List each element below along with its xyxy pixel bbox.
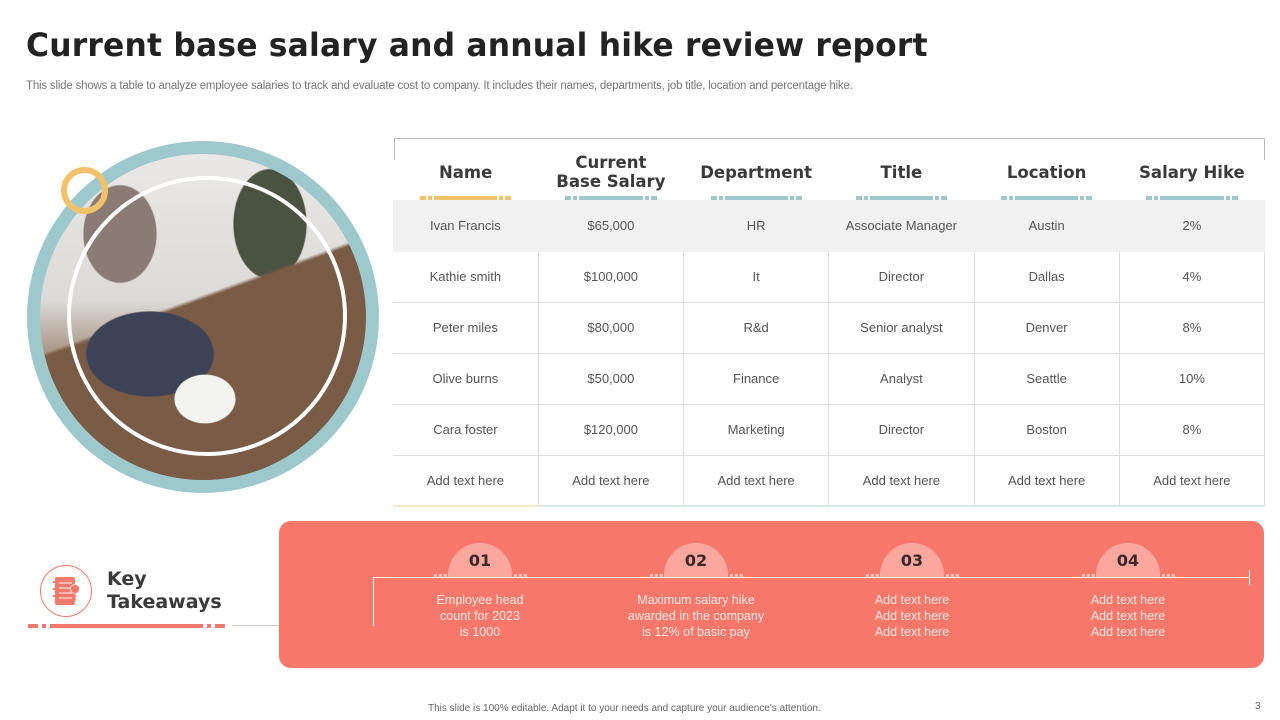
key-takeaways-line1: Key — [107, 568, 147, 590]
takeaway-number: 03 — [900, 551, 924, 570]
table-row: Kathie smith $100,000 It Director Dallas 4% — [393, 250, 1266, 303]
timeline-line — [373, 577, 374, 626]
table-cell: Finance — [682, 352, 830, 405]
table-cell: $65,000 — [537, 199, 685, 252]
table-cell: Cara foster — [393, 403, 539, 456]
column-header-label: Salary Hike — [1139, 162, 1245, 182]
table-row: Olive burns $50,000 Finance Analyst Seattle 1… — [393, 352, 1266, 405]
tick-decoration — [1162, 574, 1175, 577]
table-cell: $80,000 — [537, 301, 685, 354]
salary-table: Name Current Base Salary Department Title Lo… — [393, 145, 1266, 507]
column-accent-bar — [1146, 195, 1238, 200]
tick-decoration — [434, 574, 447, 577]
table-cell: $120,000 — [537, 403, 685, 456]
column-header-label: Name — [438, 162, 493, 182]
table-cell: Dallas — [973, 250, 1120, 303]
column-header-label: Location — [1006, 162, 1087, 182]
tick-decoration — [1082, 574, 1095, 577]
table-cell: Director — [828, 250, 975, 303]
table-cell: Add text here — [1118, 454, 1266, 507]
table-cell: 2% — [1118, 199, 1266, 252]
table-cell: It — [682, 250, 830, 303]
table-frame-line — [394, 138, 395, 160]
table-cell: Austin — [973, 199, 1120, 252]
table-header-row: Name Current Base Salary Department Title Lo… — [393, 145, 1265, 200]
takeaway-text: Add text here Add text here Add text her… — [874, 593, 950, 639]
table-cell: Ivan Francis — [393, 199, 539, 252]
accent-ring-decoration — [61, 167, 108, 214]
takeaway-number: 04 — [1116, 551, 1140, 570]
table-cell: 4% — [1118, 250, 1266, 303]
table-cell: Associate Manager — [828, 199, 975, 252]
notebook-icon — [40, 565, 92, 617]
takeaway-text: Employee head count for 2023 is 1000 — [436, 593, 524, 639]
table-row: Add text here Add text here Add text here A… — [393, 454, 1266, 507]
tick-decoration — [514, 574, 527, 577]
table-cell: Analyst — [828, 352, 975, 405]
column-accent-bar — [710, 195, 802, 200]
table-cell: 10% — [1118, 352, 1266, 405]
column-header-label: Current Base Salary — [556, 153, 666, 192]
column-accent-bar — [420, 195, 512, 200]
tick-decoration — [866, 574, 879, 577]
column-header: Current Base Salary — [538, 145, 683, 200]
takeaways-panel — [279, 521, 1264, 668]
table-row: Peter miles $80,000 R&d Senior analyst Denve… — [393, 301, 1266, 354]
key-takeaways-line2: Takeaways — [107, 591, 222, 613]
table-cell: Add text here — [973, 454, 1120, 507]
page-title: Current base salary and annual hike revi… — [26, 26, 928, 64]
table-cell: 8% — [1118, 403, 1266, 456]
table-cell: Boston — [973, 403, 1120, 456]
tick-decoration — [946, 574, 959, 577]
table-cell: Add text here — [393, 454, 539, 507]
column-header-label: Title — [880, 162, 923, 182]
column-header-label: Department — [700, 162, 813, 182]
timeline-end-tick — [1249, 570, 1250, 585]
table-cell: $100,000 — [537, 250, 685, 303]
table-cell: Denver — [973, 301, 1120, 354]
column-accent-bar — [1001, 195, 1093, 200]
table-row: Ivan Francis $65,000 HR Associate Manager Au… — [393, 199, 1266, 252]
column-header: Department — [684, 145, 829, 200]
column-header: Location — [974, 145, 1119, 200]
table-cell: Director — [828, 403, 975, 456]
takeaway-text: Maximum salary hike awarded in the compa… — [627, 593, 765, 639]
takeaway-number: 02 — [684, 551, 708, 570]
key-takeaways-heading: Key Takeaways — [107, 568, 222, 614]
table-cell: Add text here — [682, 454, 830, 507]
takeaway-text: Add text here Add text here Add text her… — [1090, 593, 1166, 639]
column-accent-bar — [855, 195, 947, 200]
column-accent-bar — [565, 195, 657, 200]
page-number: 3 — [1255, 701, 1261, 712]
photo-inner-ring — [67, 176, 347, 456]
table-cell: Senior analyst — [828, 301, 975, 354]
table-frame-line — [394, 138, 1265, 139]
table-cell: R&d — [682, 301, 830, 354]
table-row: Cara foster $120,000 Marketing Director Bost… — [393, 403, 1266, 456]
timeline-line — [373, 577, 1249, 578]
tick-decoration — [730, 574, 743, 577]
table-cell: HR — [682, 199, 830, 252]
takeaway-number: 01 — [468, 551, 492, 570]
key-takeaways-underline — [28, 624, 225, 628]
tick-decoration — [650, 574, 663, 577]
table-cell: 8% — [1118, 301, 1266, 354]
footer-note: This slide is 100% editable. Adapt it to… — [428, 703, 821, 714]
table-cell: Marketing — [682, 403, 830, 456]
column-header: Salary Hike — [1119, 145, 1264, 200]
page-subtitle: This slide shows a table to analyze empl… — [26, 80, 853, 92]
table-cell: Kathie smith — [393, 250, 539, 303]
table-cell: Add text here — [537, 454, 685, 507]
table-cell: Peter miles — [393, 301, 539, 354]
table-cell: Seattle — [973, 352, 1120, 405]
table-cell: Add text here — [828, 454, 975, 507]
table-cell: Olive burns — [393, 352, 539, 405]
column-header: Title — [829, 145, 974, 200]
column-header: Name — [393, 145, 538, 200]
table-body: Ivan Francis $65,000 HR Associate Manager Au… — [393, 199, 1266, 507]
table-frame-line — [1264, 138, 1265, 160]
table-cell: $50,000 — [537, 352, 685, 405]
